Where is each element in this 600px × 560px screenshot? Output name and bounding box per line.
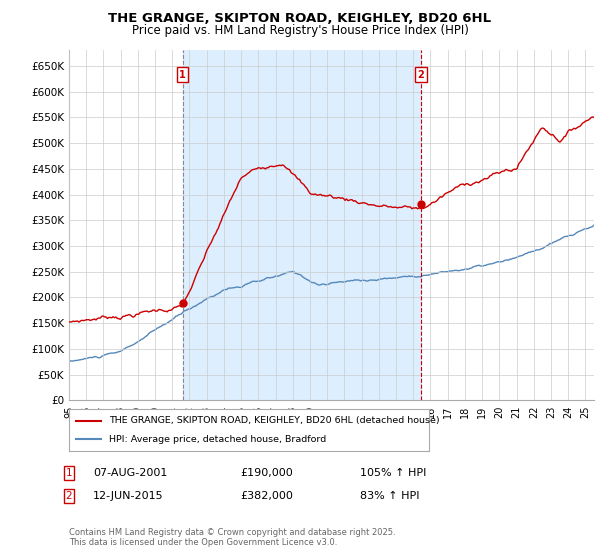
Text: 2: 2 <box>418 70 424 80</box>
Text: THE GRANGE, SKIPTON ROAD, KEIGHLEY, BD20 6HL (detached house): THE GRANGE, SKIPTON ROAD, KEIGHLEY, BD20… <box>109 416 439 425</box>
Text: 07-AUG-2001: 07-AUG-2001 <box>93 468 167 478</box>
Text: 105% ↑ HPI: 105% ↑ HPI <box>360 468 427 478</box>
Text: 1: 1 <box>65 468 73 478</box>
Text: HPI: Average price, detached house, Bradford: HPI: Average price, detached house, Brad… <box>109 435 326 444</box>
Bar <box>182 50 421 400</box>
Text: THE GRANGE, SKIPTON ROAD, KEIGHLEY, BD20 6HL: THE GRANGE, SKIPTON ROAD, KEIGHLEY, BD20… <box>109 12 491 25</box>
Text: £190,000: £190,000 <box>240 468 293 478</box>
Text: 83% ↑ HPI: 83% ↑ HPI <box>360 491 419 501</box>
Text: 2: 2 <box>65 491 73 501</box>
Text: 12-JUN-2015: 12-JUN-2015 <box>93 491 164 501</box>
Text: Contains HM Land Registry data © Crown copyright and database right 2025.
This d: Contains HM Land Registry data © Crown c… <box>69 528 395 547</box>
Text: 1: 1 <box>179 70 186 80</box>
Text: £382,000: £382,000 <box>240 491 293 501</box>
Text: Price paid vs. HM Land Registry's House Price Index (HPI): Price paid vs. HM Land Registry's House … <box>131 24 469 37</box>
